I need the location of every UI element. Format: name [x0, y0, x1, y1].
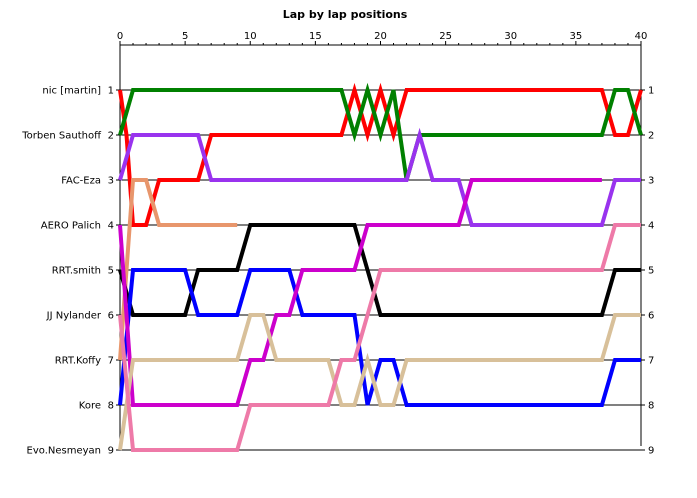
position-label-left: 1 — [108, 86, 114, 97]
x-tick-label: 15 — [309, 31, 322, 42]
position-label-right: 3 — [648, 176, 654, 187]
series-line-6 — [118, 268, 641, 407]
series-line-1 — [118, 82, 643, 227]
driver-label: Torben Sauthoff — [21, 131, 102, 142]
position-label-left: 5 — [108, 266, 114, 277]
series-lines — [118, 82, 643, 452]
driver-label: Kore — [79, 401, 101, 412]
position-label-right: 7 — [648, 356, 654, 367]
axis-labels: 1 1 nic [martin] 2 2 Torben Sauthoff 3 3 FAC-Eza… — [21, 31, 654, 457]
position-label-left: 8 — [108, 401, 114, 412]
position-label-right: 6 — [648, 311, 654, 322]
series-line-9 — [118, 223, 641, 452]
position-label-right: 8 — [648, 401, 654, 412]
x-tick-label: 5 — [182, 31, 188, 42]
chart-title: Lap by lap positions — [283, 8, 408, 21]
x-tick-label: 30 — [504, 31, 517, 42]
position-label-right: 2 — [648, 131, 654, 142]
position-label-right: 4 — [648, 221, 654, 232]
position-label-left: 9 — [108, 446, 114, 457]
axes — [116, 41, 645, 451]
x-tick-label: 0 — [117, 31, 123, 42]
position-label-right: 1 — [648, 86, 654, 97]
driver-label: AERO Palich — [41, 221, 101, 232]
x-tick-label: 10 — [244, 31, 257, 42]
x-tick-label: 20 — [374, 31, 387, 42]
driver-label: RRT.Koffy — [55, 356, 101, 367]
driver-label: RRT.smith — [52, 266, 101, 277]
series-line-4 — [118, 178, 238, 361]
position-label-left: 6 — [108, 311, 114, 322]
x-tick-label: 40 — [635, 31, 648, 42]
position-label-left: 2 — [108, 131, 114, 142]
driver-label: nic [martin] — [42, 86, 101, 97]
driver-label: Evo.Nesmeyan — [27, 446, 101, 457]
position-label-right: 5 — [648, 266, 654, 277]
position-label-left: 3 — [108, 176, 114, 187]
series-line-5 — [118, 223, 641, 317]
position-label-left: 7 — [108, 356, 114, 367]
position-label-left: 4 — [108, 221, 114, 232]
x-tick-label: 25 — [439, 31, 452, 42]
series-line-8 — [118, 313, 641, 451]
series-line-3 — [118, 127, 641, 227]
series-line-7 — [118, 178, 602, 407]
x-tick-label: 35 — [570, 31, 583, 42]
driver-label: JJ Nylander — [46, 311, 102, 322]
series-line-2 — [118, 82, 643, 181]
driver-label: FAC-Eza — [61, 176, 101, 187]
position-label-right: 9 — [648, 446, 654, 457]
